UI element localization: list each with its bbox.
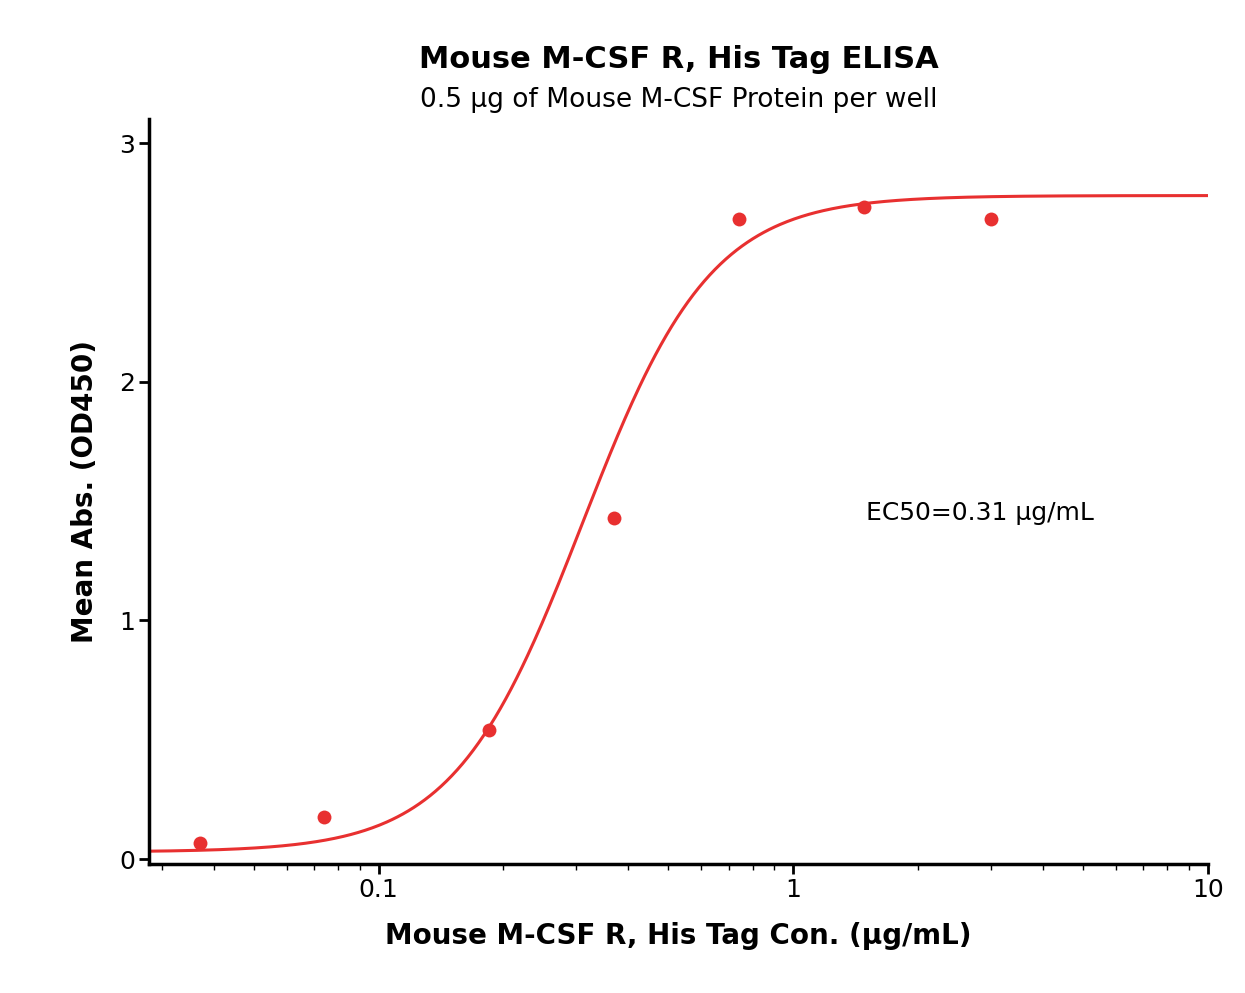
Point: [189, 835, 209, 851]
Text: 0.5 μg of Mouse M-CSF Protein per well: 0.5 μg of Mouse M-CSF Protein per well: [420, 87, 937, 113]
Point: [854, 200, 874, 215]
Point: [315, 809, 335, 825]
X-axis label: Mouse M-CSF R, His Tag Con. (μg/mL): Mouse M-CSF R, His Tag Con. (μg/mL): [385, 922, 972, 950]
Point: [604, 509, 624, 525]
Point: [728, 212, 748, 227]
Point: [981, 212, 1001, 227]
Text: Mouse M-CSF R, His Tag ELISA: Mouse M-CSF R, His Tag ELISA: [418, 45, 939, 73]
Point: [479, 722, 499, 738]
Y-axis label: Mean Abs. (OD450): Mean Abs. (OD450): [71, 340, 100, 643]
Text: EC50=0.31 μg/mL: EC50=0.31 μg/mL: [867, 501, 1094, 525]
